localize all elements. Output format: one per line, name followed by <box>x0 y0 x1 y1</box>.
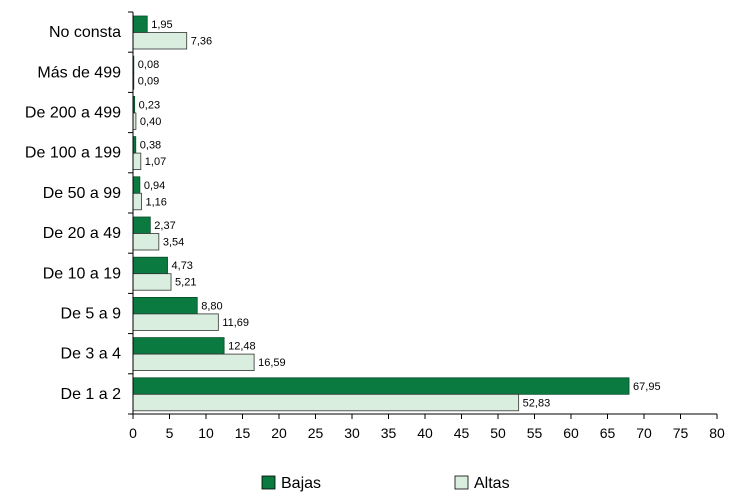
data-label-bajas: 2,37 <box>154 220 175 232</box>
bar-bajas <box>132 296 198 315</box>
x-tick-label: 75 <box>673 425 689 441</box>
bar-bajas <box>132 15 148 33</box>
data-label-bajas: 0,08 <box>138 59 159 71</box>
bar-altas <box>132 32 188 50</box>
data-label-altas: 5,21 <box>175 277 196 289</box>
data-label-altas: 1,16 <box>145 196 166 208</box>
data-label-bajas: 8,80 <box>201 300 222 312</box>
data-label-altas: 0,09 <box>138 76 159 88</box>
data-label-bajas: 67,95 <box>633 381 661 393</box>
legend-label-altas: Altas <box>474 475 510 492</box>
x-tick-label: 40 <box>417 425 433 441</box>
bar-altas <box>132 313 219 331</box>
x-axis-ticks: 0 5 10 15 20 25 30 35 40 45 50 55 60 65 70 75 80 <box>129 414 725 441</box>
x-tick-label: 15 <box>235 425 251 441</box>
x-tick-label: 55 <box>527 425 543 441</box>
bar-altas <box>132 152 142 171</box>
data-label-bajas: 0,23 <box>139 99 160 111</box>
data-label-altas: 7,36 <box>191 36 212 48</box>
x-tick-label: 70 <box>636 425 652 441</box>
x-tick-label: 35 <box>381 425 397 441</box>
bar-altas <box>132 393 520 412</box>
legend-swatch-altas <box>454 475 469 490</box>
bars-group: 1,95 7,36 0,08 0,09 0,23 0,40 0,38 1,07 0,94 1,16… <box>132 15 661 412</box>
data-label-altas: 16,59 <box>258 357 286 369</box>
category-label: De 100 a 199 <box>25 145 121 162</box>
data-label-bajas: 1,95 <box>151 19 172 31</box>
category-label: De 3 a 4 <box>61 346 122 363</box>
axes <box>128 11 717 415</box>
data-label-bajas: 12,48 <box>228 341 256 353</box>
bar-bajas <box>132 256 168 275</box>
bar-altas <box>132 353 255 372</box>
category-label: Más de 499 <box>37 64 121 81</box>
bar-bajas <box>132 216 151 234</box>
bar-altas <box>132 273 172 291</box>
bar-bajas <box>132 377 630 395</box>
category-label: De 200 a 499 <box>25 105 121 122</box>
category-label: De 10 a 19 <box>43 265 121 282</box>
data-label-bajas: 4,73 <box>172 260 193 272</box>
data-label-altas: 3,54 <box>163 237 184 249</box>
x-tick-label: 45 <box>454 425 470 441</box>
category-label: No consta <box>49 24 121 41</box>
x-tick-label: 60 <box>563 425 579 441</box>
x-tick-label: 65 <box>600 425 616 441</box>
data-label-altas: 52,83 <box>523 397 551 409</box>
bar-bajas <box>132 337 225 355</box>
legend: Bajas Altas <box>261 475 510 492</box>
category-label: De 50 a 99 <box>43 185 121 202</box>
x-tick-label: 50 <box>490 425 506 441</box>
x-tick-label: 0 <box>129 425 137 441</box>
data-label-altas: 1,07 <box>145 156 166 168</box>
x-tick-label: 10 <box>198 425 214 441</box>
bar-altas <box>132 233 160 251</box>
data-label-bajas: 0,94 <box>144 180 165 192</box>
x-tick-label: 20 <box>271 425 287 441</box>
x-tick-label: 5 <box>166 425 174 441</box>
data-label-altas: 0,40 <box>140 116 161 128</box>
category-label: De 5 a 9 <box>61 306 122 323</box>
legend-swatch-bajas <box>261 475 276 490</box>
category-label: De 20 a 49 <box>43 225 121 242</box>
category-labels: No consta Más de 499 De 200 a 499 De 100 a … <box>25 24 121 403</box>
bar-altas <box>132 192 142 211</box>
x-tick-label: 25 <box>308 425 324 441</box>
x-tick-label: 30 <box>344 425 360 441</box>
data-label-bajas: 0,38 <box>140 140 161 152</box>
bar-bajas <box>132 176 141 194</box>
legend-label-bajas: Bajas <box>281 475 321 492</box>
category-label: De 1 a 2 <box>61 386 122 403</box>
x-tick-label: 80 <box>709 425 725 441</box>
data-label-altas: 11,69 <box>222 317 249 329</box>
